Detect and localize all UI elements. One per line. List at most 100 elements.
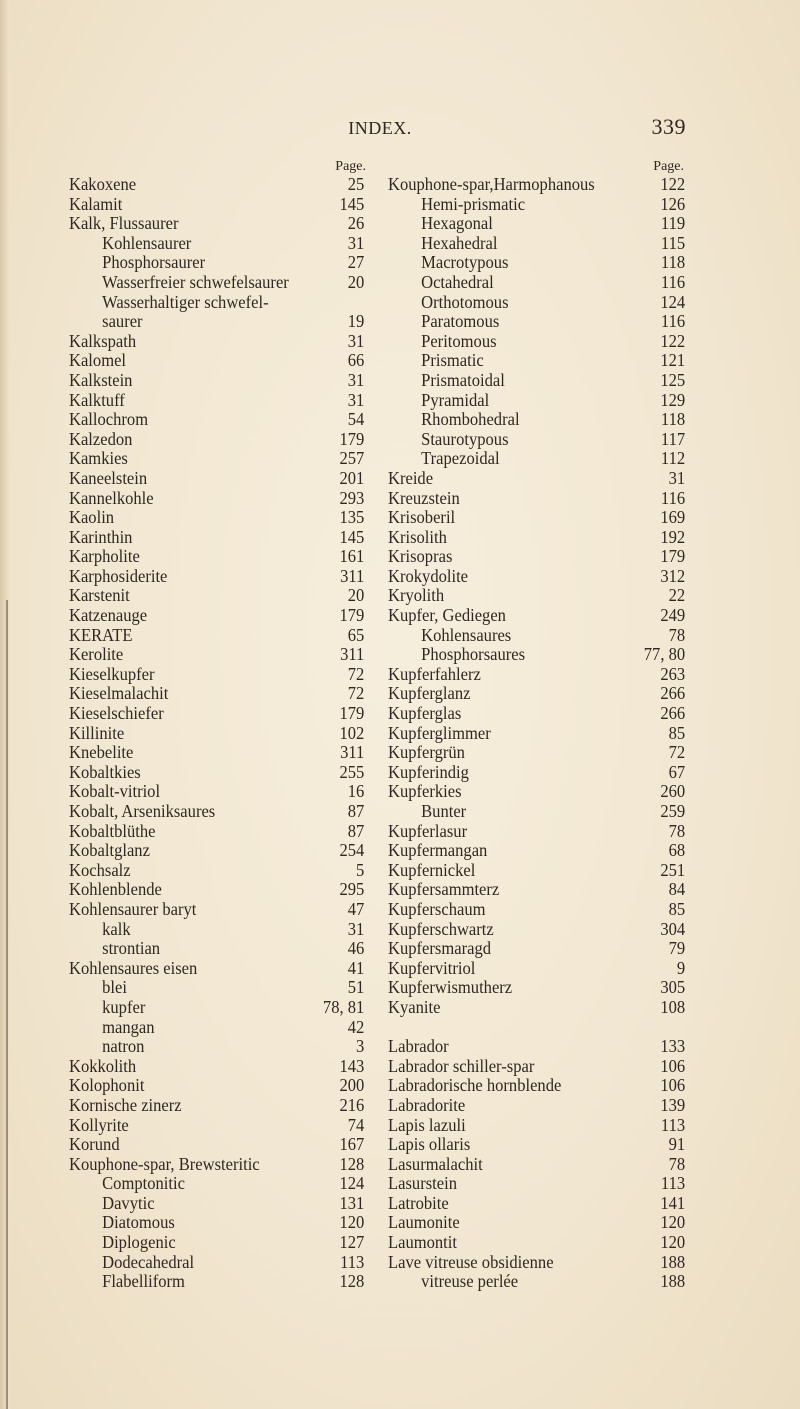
entry-term: Kieselkupfer xyxy=(69,663,155,684)
index-entry: Phosphorsaurer 27 xyxy=(69,253,364,273)
entry-page: 295 xyxy=(339,879,365,900)
index-entry: Kobalt-vitriol 16 xyxy=(69,782,364,802)
entry-term: Kobaltkies xyxy=(69,761,141,782)
entry-term: Kobalt, Arseniksaures xyxy=(69,801,216,821)
index-entry: Kalkspath 31 xyxy=(69,330,364,352)
index-entry: Killinite 102 xyxy=(69,722,365,744)
entry-term: Dodecahedral xyxy=(102,1251,195,1272)
index-entry: Kupfersammterz 84 xyxy=(388,880,685,900)
entry-page: 115 xyxy=(660,232,686,253)
entry-term: natron xyxy=(102,1036,145,1057)
entry-term: Davytic xyxy=(102,1192,155,1213)
entry-term: Kupfersmaragd xyxy=(388,938,492,959)
entry-term: Kupfergrün xyxy=(388,742,465,763)
entry-page: 188 xyxy=(660,1251,686,1272)
entry-term: Paratomous xyxy=(421,311,500,332)
index-entry: Kupferschaum 85 xyxy=(388,899,685,920)
entry-term: Phosphorsaures xyxy=(421,644,526,665)
index-entry: Kobaltblüthe 87 xyxy=(69,821,364,842)
entry-term: Kupferglimmer xyxy=(388,722,491,743)
entry-term: Octahedral xyxy=(421,271,494,292)
index-entry: Kolophonit 200 xyxy=(69,1076,364,1096)
entry-term: Kouphone-spar, Brewsteritic xyxy=(69,1153,260,1174)
index-entry: Kohlensaurer baryt 47 xyxy=(69,899,364,920)
index-entry: kupfer 78, 81 xyxy=(69,997,364,1018)
index-entry: saurer 19 xyxy=(69,312,364,332)
entry-page: 311 xyxy=(340,742,365,763)
entry-term: Karstenit xyxy=(69,585,130,606)
entry-page: 102 xyxy=(339,722,365,743)
index-entry xyxy=(388,1018,685,1038)
entry-term: Kollyrite xyxy=(69,1114,129,1135)
entry-page: 200 xyxy=(339,1075,365,1096)
page-column-label-left: Page. xyxy=(335,159,366,174)
entry-term: Kyanite xyxy=(388,996,441,1017)
index-entry: Kohlensaurer 31 xyxy=(69,232,365,254)
entry-term: Killinite xyxy=(69,722,125,743)
index-entry: Diplogenic 127 xyxy=(69,1232,364,1253)
entry-page: 118 xyxy=(660,252,686,273)
entry-page: 129 xyxy=(660,389,686,410)
entry-term: Kupferwismutherz xyxy=(388,977,513,998)
entry-term: Kouphone-spar,Harmophanous xyxy=(388,174,595,194)
index-entry: Kupfervitriol 9 xyxy=(388,958,685,979)
entry-page: 120 xyxy=(339,1212,365,1233)
entry-page: 118 xyxy=(660,409,686,430)
entry-term: Kupfernickel xyxy=(388,859,476,880)
index-entry: Lave vitreuse obsidienne 188 xyxy=(388,1251,686,1273)
entry-page: 65 xyxy=(347,624,365,645)
index-entry: Katzenauge 179 xyxy=(69,605,365,626)
entry-page: 106 xyxy=(660,1075,686,1096)
entry-page: 260 xyxy=(660,781,686,802)
index-entry: Korund 167 xyxy=(69,1134,364,1155)
entry-term: Kalzedon xyxy=(69,428,133,449)
entry-page: 128 xyxy=(339,1153,365,1174)
entry-page: 78 xyxy=(668,624,686,645)
entry-page: 113 xyxy=(660,1114,686,1135)
index-entry: mangan 42 xyxy=(69,1016,365,1038)
index-entry: Kalomel 66 xyxy=(69,351,364,371)
entry-page: 179 xyxy=(339,605,365,626)
entry-page: 108 xyxy=(660,996,686,1017)
entry-page: 3 xyxy=(356,1036,365,1057)
index-entry: Wasserhaltiger schwefel- xyxy=(69,291,364,313)
entry-page: 72 xyxy=(347,683,365,704)
entry-term: KERATE xyxy=(69,624,133,645)
entry-term: Hexahedral xyxy=(421,232,498,253)
page-number: 339 xyxy=(651,114,686,139)
entry-page: 42 xyxy=(347,1016,365,1037)
index-entry: Krisoberil 169 xyxy=(388,507,685,528)
index-entry: Latrobite 141 xyxy=(388,1193,685,1214)
entry-term: Kaolin xyxy=(69,507,115,528)
index-entry: Trapezoidal 112 xyxy=(388,449,685,469)
entry-term: Knebelite xyxy=(69,742,134,763)
entry-page: 54 xyxy=(347,409,365,430)
index-entry: Kieselmalachit 72 xyxy=(69,684,364,704)
entry-page: 124 xyxy=(339,1173,365,1194)
entry-page: 66 xyxy=(347,350,365,371)
entry-page: 31 xyxy=(347,918,365,939)
entry-term: Bunter xyxy=(421,801,467,821)
index-entry: Kupfer, Gediegen 249 xyxy=(388,605,685,626)
index-entry: Kokkolith 143 xyxy=(69,1056,364,1077)
entry-page: 179 xyxy=(339,428,365,449)
entry-page: 120 xyxy=(660,1232,686,1253)
entry-term: Wasserhaltiger schwefel- xyxy=(102,291,269,312)
entry-term: Comptonitic xyxy=(102,1173,185,1194)
entry-term: Kobalt-vitriol xyxy=(69,781,161,802)
index-entry: Comptonitic 124 xyxy=(69,1174,364,1194)
entry-page: 31 xyxy=(347,232,365,253)
entry-page: 31 xyxy=(668,467,686,488)
entry-page: 179 xyxy=(339,703,365,724)
index-entry: Flabelliform 128 xyxy=(69,1272,364,1292)
entry-page: 74 xyxy=(347,1114,365,1135)
entry-page: 131 xyxy=(339,1192,365,1213)
entry-page: 78 xyxy=(668,820,686,841)
index-entry: Labradorische hornblende 106 xyxy=(388,1076,685,1096)
index-entry: Kalzedon 179 xyxy=(69,428,365,450)
index-entry: Kieselschiefer 179 xyxy=(69,703,365,724)
entry-page: 22 xyxy=(668,585,686,606)
index-entry: Knebelite 311 xyxy=(69,743,364,763)
entry-page: 113 xyxy=(340,1251,365,1272)
entry-term: Kalkspath xyxy=(69,330,137,351)
